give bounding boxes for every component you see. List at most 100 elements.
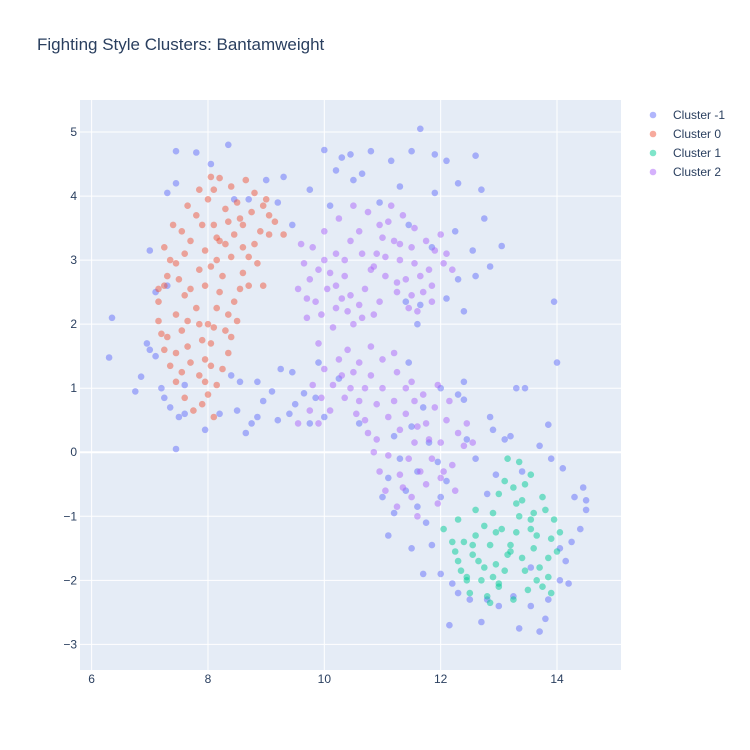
data-point xyxy=(146,346,154,354)
data-point xyxy=(236,378,244,386)
data-point xyxy=(300,260,308,267)
data-point xyxy=(350,320,357,328)
x-tick-label: 8 xyxy=(205,672,212,686)
data-point xyxy=(515,513,523,520)
data-point xyxy=(390,349,398,357)
y-tick-label: −1 xyxy=(63,509,77,523)
data-point xyxy=(321,256,328,264)
data-point xyxy=(201,247,209,254)
data-point xyxy=(486,263,494,270)
legend-item[interactable]: Cluster -1 xyxy=(649,108,726,122)
data-point xyxy=(233,317,241,325)
data-point xyxy=(164,333,171,341)
data-point xyxy=(178,327,186,334)
data-point xyxy=(422,237,430,245)
data-point xyxy=(353,410,360,418)
legend[interactable]: Cluster -1 Cluster 0 Cluster 1 Cluster 2 xyxy=(649,108,726,179)
data-point xyxy=(417,125,424,133)
y-tick-label: 5 xyxy=(70,125,77,139)
data-point xyxy=(190,407,197,414)
data-point xyxy=(216,288,223,296)
data-point xyxy=(155,298,162,306)
data-point xyxy=(422,481,430,488)
data-point xyxy=(242,429,250,437)
legend-marker xyxy=(649,149,657,157)
legend-item[interactable]: Cluster 1 xyxy=(649,146,722,160)
data-point xyxy=(227,253,235,261)
data-point xyxy=(533,577,540,584)
legend-item[interactable]: Cluster 2 xyxy=(649,165,722,179)
data-point xyxy=(158,384,165,392)
data-point xyxy=(207,362,215,370)
data-point xyxy=(408,545,415,552)
data-point xyxy=(385,474,392,482)
data-point xyxy=(437,570,445,578)
data-point xyxy=(542,506,549,514)
data-point xyxy=(414,423,421,430)
data-point xyxy=(545,573,552,581)
data-point xyxy=(358,170,366,177)
data-point xyxy=(303,314,311,322)
data-point xyxy=(259,202,267,209)
data-point xyxy=(254,378,261,386)
data-point xyxy=(271,218,279,225)
data-point xyxy=(198,400,206,408)
legend-item[interactable]: Cluster 0 xyxy=(649,127,722,141)
data-point xyxy=(437,439,445,446)
data-point xyxy=(411,224,418,232)
data-point xyxy=(396,256,404,264)
data-point xyxy=(367,372,375,379)
data-point xyxy=(437,231,445,238)
data-point xyxy=(393,503,401,511)
data-point xyxy=(166,362,174,370)
data-point xyxy=(219,365,226,373)
data-point xyxy=(483,593,491,600)
data-point xyxy=(385,452,392,459)
data-point xyxy=(329,324,337,331)
data-point xyxy=(300,390,308,397)
data-point xyxy=(582,497,590,504)
legend-marker xyxy=(649,111,657,119)
data-point xyxy=(547,535,555,542)
legend-label: Cluster -1 xyxy=(673,108,725,122)
data-point xyxy=(219,272,226,280)
data-point xyxy=(172,445,180,453)
data-point xyxy=(545,554,552,562)
data-point xyxy=(338,295,346,302)
data-point xyxy=(396,240,404,248)
data-point xyxy=(536,564,543,571)
data-point xyxy=(460,308,468,315)
data-point xyxy=(198,221,206,229)
series-3 xyxy=(294,202,477,520)
data-point xyxy=(495,490,503,498)
data-point xyxy=(335,356,343,363)
data-point xyxy=(565,580,572,587)
data-point xyxy=(559,465,567,472)
data-point xyxy=(204,196,212,203)
data-point xyxy=(318,311,325,318)
data-point xyxy=(411,397,418,405)
data-point xyxy=(303,295,311,302)
data-point xyxy=(579,484,587,491)
data-point xyxy=(239,221,247,229)
data-point xyxy=(169,221,177,229)
data-point xyxy=(178,228,186,235)
data-point xyxy=(230,298,238,306)
data-point xyxy=(172,180,180,187)
data-point xyxy=(419,288,427,296)
data-point xyxy=(222,240,229,248)
data-point xyxy=(425,436,433,443)
data-point xyxy=(446,621,453,629)
data-point xyxy=(175,276,183,283)
data-point xyxy=(472,272,479,280)
data-point xyxy=(382,253,389,261)
data-point xyxy=(347,384,354,392)
data-point xyxy=(451,487,459,495)
data-point xyxy=(277,365,285,373)
data-point xyxy=(265,212,273,219)
data-point xyxy=(431,189,439,197)
data-point xyxy=(527,525,535,533)
data-point xyxy=(408,147,415,155)
series-1 xyxy=(155,173,287,421)
